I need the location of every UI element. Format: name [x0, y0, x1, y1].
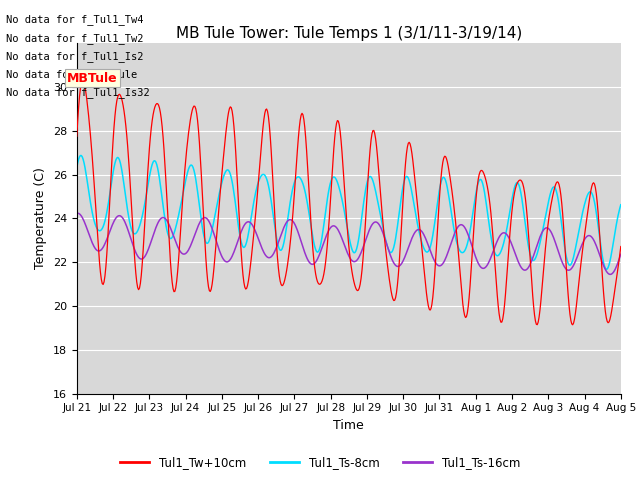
- Legend: Tul1_Tw+10cm, Tul1_Ts-8cm, Tul1_Ts-16cm: Tul1_Tw+10cm, Tul1_Ts-8cm, Tul1_Ts-16cm: [115, 452, 525, 474]
- X-axis label: Time: Time: [333, 419, 364, 432]
- Title: MB Tule Tower: Tule Temps 1 (3/1/11-3/19/14): MB Tule Tower: Tule Temps 1 (3/1/11-3/19…: [175, 25, 522, 41]
- Text: No data for f_Tul1_Tw2: No data for f_Tul1_Tw2: [6, 33, 144, 44]
- Text: No data for f_uMBTule: No data for f_uMBTule: [6, 69, 138, 80]
- Text: No data for f_Tul1_Tw4: No data for f_Tul1_Tw4: [6, 14, 144, 25]
- Y-axis label: Temperature (C): Temperature (C): [35, 168, 47, 269]
- Text: No data for f_Tul1_Is2: No data for f_Tul1_Is2: [6, 51, 144, 62]
- Text: No data for f_Tul1_Is32: No data for f_Tul1_Is32: [6, 87, 150, 98]
- Text: MBTule: MBTule: [67, 72, 118, 84]
